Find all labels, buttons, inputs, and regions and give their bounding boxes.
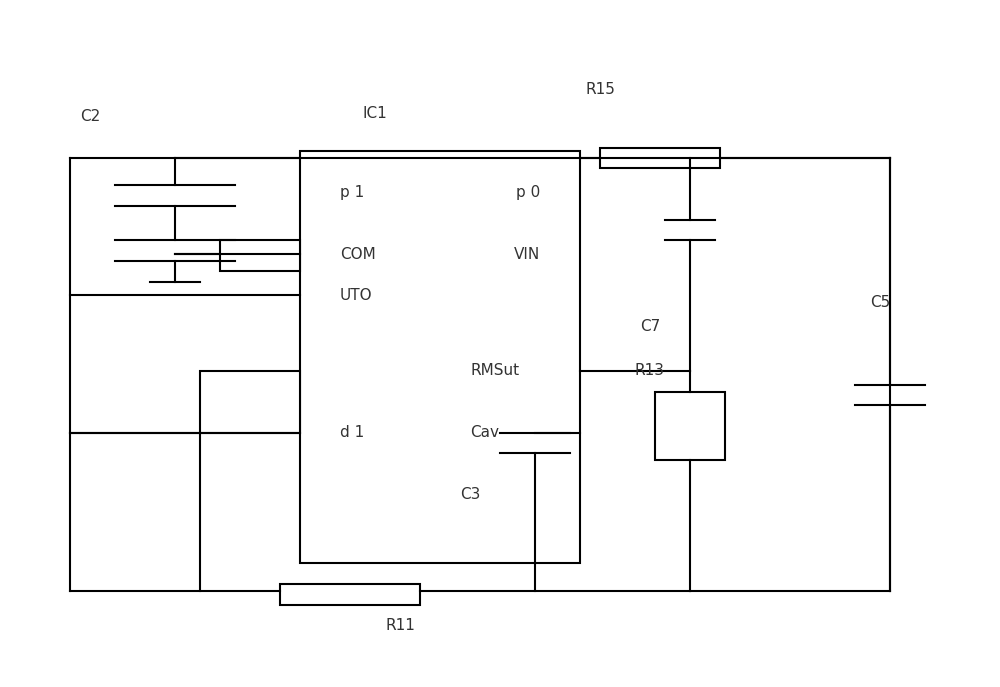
Text: C5: C5: [870, 295, 890, 310]
Text: RMSut: RMSut: [470, 363, 519, 379]
Text: R15: R15: [585, 82, 615, 97]
Text: COM: COM: [340, 247, 376, 262]
Text: p 0: p 0: [516, 185, 540, 200]
Bar: [300, 151, 580, 563]
Bar: [200, 371, 300, 433]
Text: p 1: p 1: [340, 185, 364, 200]
Text: d 1: d 1: [340, 425, 364, 440]
Bar: [600, 148, 720, 168]
Text: C7: C7: [640, 319, 660, 334]
Bar: [220, 240, 300, 271]
Text: IC1: IC1: [363, 106, 387, 121]
Bar: [280, 584, 420, 605]
Bar: [655, 392, 725, 460]
Text: VIN: VIN: [514, 247, 540, 262]
Text: C2: C2: [80, 109, 100, 124]
Text: UTO: UTO: [340, 288, 373, 303]
Text: R11: R11: [385, 618, 415, 633]
Text: R13: R13: [635, 363, 665, 379]
Text: C3: C3: [460, 487, 480, 502]
Text: Cav: Cav: [470, 425, 499, 440]
